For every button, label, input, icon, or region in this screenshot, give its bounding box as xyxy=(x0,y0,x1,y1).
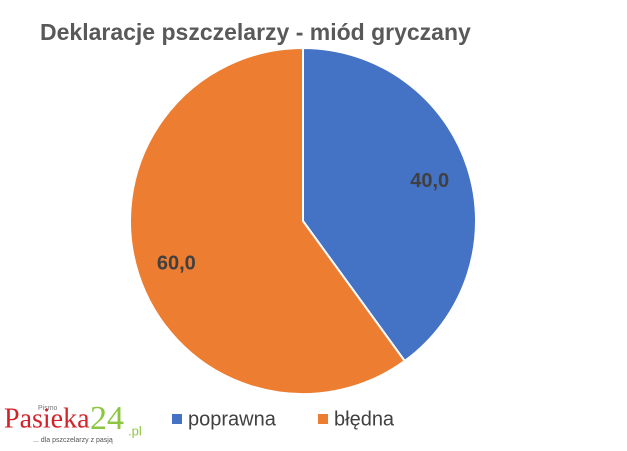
legend-label: błędna xyxy=(334,408,395,430)
chart-title: Deklaracje pszczelarzy - miód gryczany xyxy=(40,19,471,45)
legend-label: poprawna xyxy=(188,408,277,430)
logo-name: Pasieka xyxy=(4,403,90,434)
legend-swatch xyxy=(318,414,328,424)
logo-slogan: ... dla pszczelarzy z pasją xyxy=(33,437,113,444)
data-label: 40,0 xyxy=(410,170,449,192)
legend-swatch xyxy=(172,414,182,424)
logo-number: 24 xyxy=(90,400,124,437)
logo-top: Pismo xyxy=(38,405,58,412)
pie-slice xyxy=(129,46,407,395)
pie-slice xyxy=(302,46,477,363)
logo-domain: .pl xyxy=(128,423,142,438)
data-label: 60,0 xyxy=(157,252,196,274)
